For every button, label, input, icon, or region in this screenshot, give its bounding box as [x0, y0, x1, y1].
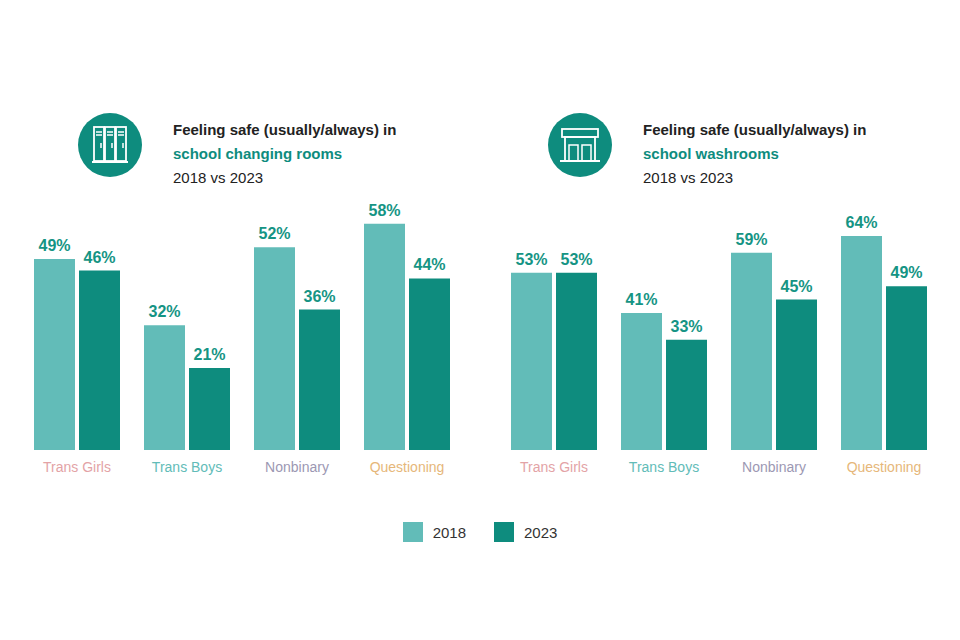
svg-text:Questioning: Questioning [847, 459, 922, 475]
html-text:2018 vs 2023: 2018 vs 2023 [173, 169, 264, 186]
svg-text:45%: 45% [780, 278, 812, 295]
svg-text:Questioning: Questioning [370, 459, 445, 475]
svg-text:59%: 59% [735, 231, 767, 248]
html-text:Feeling safe (usually/always): Feeling safe (usually/always) in [643, 121, 867, 138]
svg-text:49%: 49% [890, 264, 922, 281]
svg-text:53%: 53% [515, 251, 547, 268]
svg-text:Nonbinary: Nonbinary [265, 459, 329, 475]
svg-text:52%: 52% [258, 225, 290, 242]
svg-text:64%: 64% [845, 214, 877, 231]
svg-text:41%: 41% [625, 291, 657, 308]
svg-text:49%: 49% [38, 237, 70, 254]
html-text:Feeling safe (usually/always): Feeling safe (usually/always) in [173, 121, 397, 138]
svg-text:46%: 46% [83, 249, 115, 266]
svg-text:Trans Boys: Trans Boys [152, 459, 222, 475]
svg-text:Trans Boys: Trans Boys [629, 459, 699, 475]
svg-text:53%: 53% [560, 251, 592, 268]
html-text:2018 vs 2023: 2018 vs 2023 [643, 169, 734, 186]
html-text:2018: 2018 [432, 523, 466, 541]
svg-text:Trans Girls: Trans Girls [43, 459, 111, 475]
svg-text:Nonbinary: Nonbinary [742, 459, 806, 475]
svg-text:44%: 44% [413, 256, 445, 273]
svg-text:Trans Girls: Trans Girls [520, 459, 588, 475]
svg-text:33%: 33% [670, 318, 702, 335]
svg-text:58%: 58% [368, 202, 400, 219]
html-text:school washrooms: school washrooms [643, 145, 779, 162]
html-text:school changing rooms: school changing rooms [173, 145, 343, 162]
svg-text:36%: 36% [303, 288, 335, 305]
svg-text:21%: 21% [193, 346, 225, 363]
svg-text:32%: 32% [148, 303, 180, 320]
html-text:2023: 2023 [524, 523, 558, 541]
